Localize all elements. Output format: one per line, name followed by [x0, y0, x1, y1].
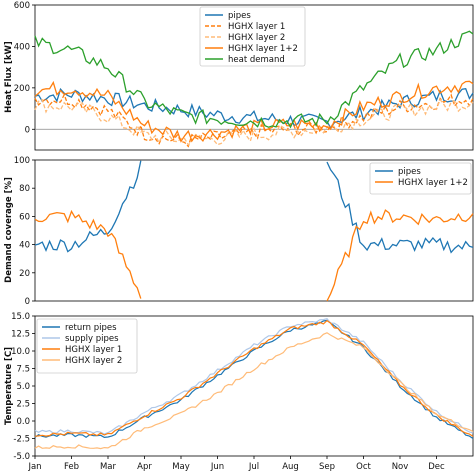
y-tick-label: 5.0: [16, 382, 30, 392]
series-line-hghx-layer-1-2: [34, 80, 474, 143]
legend-label: HGHX layer 1+2: [228, 44, 298, 54]
x-tick-label: May: [172, 462, 190, 472]
panel-demand-coverage: 0 20 40 60 80 100 Demand coverage [%] pipesHG…: [4, 156, 474, 307]
x-tick-label: Aug: [282, 462, 299, 472]
legend-label: HGHX layer 1+2: [398, 178, 468, 188]
panel-3-ylabel: Temperature [C]: [4, 347, 14, 425]
y-tick-label: 15.0: [11, 312, 30, 322]
y-tick-label: 400: [14, 42, 30, 52]
y-tick-label: 0: [25, 297, 30, 307]
x-tick-label: Oct: [356, 462, 371, 472]
y-tick-label: 200: [14, 84, 30, 94]
legend-label: pipes: [228, 11, 251, 21]
x-tick-label: Mar: [100, 462, 117, 472]
y-tick-label: 12.5: [11, 330, 30, 340]
series-line-pipes: [34, 87, 474, 130]
y-tick-label: 100: [14, 156, 30, 166]
panel-1-ylabel: Heat Flux [kW]: [4, 41, 14, 113]
y-tick-label: 60: [19, 212, 30, 222]
y-tick-label: -5.0: [13, 452, 30, 462]
legend-label: HGHX layer 2: [228, 33, 285, 43]
series-line-hghx-layer-2: [34, 332, 474, 450]
y-tick-label: 7.5: [16, 365, 30, 375]
series-line-hghx-layer-1-2: [34, 209, 142, 299]
legend-label: pipes: [398, 167, 421, 177]
y-tick-label: 10.0: [11, 347, 30, 357]
series-line-hghx-layer-2: [34, 98, 474, 146]
series-line-hghx-layer-1: [34, 93, 474, 148]
legend-label: HGHX layer 1: [65, 345, 122, 355]
legend-label: supply pipes: [65, 334, 119, 344]
x-tick-label: Dec: [428, 462, 445, 472]
panel-temperature: -5.0 -2.5 0.0 2.5 5.0 7.5 10.0 12.5 15.0 Tempera…: [4, 312, 474, 472]
legend-label: return pipes: [65, 323, 117, 333]
series-line-heat-demand: [34, 30, 474, 129]
x-tick-label: Apr: [137, 462, 152, 472]
series-line-return-pipes: [34, 319, 474, 439]
y-tick-label: 20: [19, 269, 30, 279]
series-line-hghx-layer-1: [34, 319, 474, 437]
y-tick-label: -2.5: [13, 435, 30, 445]
x-tick-label: Jan: [27, 462, 41, 472]
x-tick-label: Jun: [210, 462, 224, 472]
series-line-pipes: [34, 160, 142, 253]
legend-label: HGHX layer 1: [228, 22, 285, 32]
y-tick-label: 2.5: [16, 400, 30, 410]
x-tick-label: Sep: [319, 462, 335, 472]
x-tick-label: Nov: [392, 462, 409, 472]
legend-label: heat demand: [228, 55, 285, 65]
y-tick-label: 600: [14, 1, 30, 11]
series-line-hghx-layer-1-2: [326, 209, 474, 302]
y-tick-label: 0.0: [16, 417, 30, 427]
series-line-pipes: [326, 161, 474, 254]
x-tick-label: Feb: [64, 462, 79, 472]
legend-label: HGHX layer 2: [65, 356, 122, 366]
y-tick-label: 80: [19, 184, 30, 194]
panel-2-ylabel: Demand coverage [%]: [4, 177, 14, 283]
x-tick-label: Jul: [248, 462, 259, 472]
y-tick-label: 40: [19, 241, 30, 251]
y-tick-label: 0: [25, 125, 30, 135]
